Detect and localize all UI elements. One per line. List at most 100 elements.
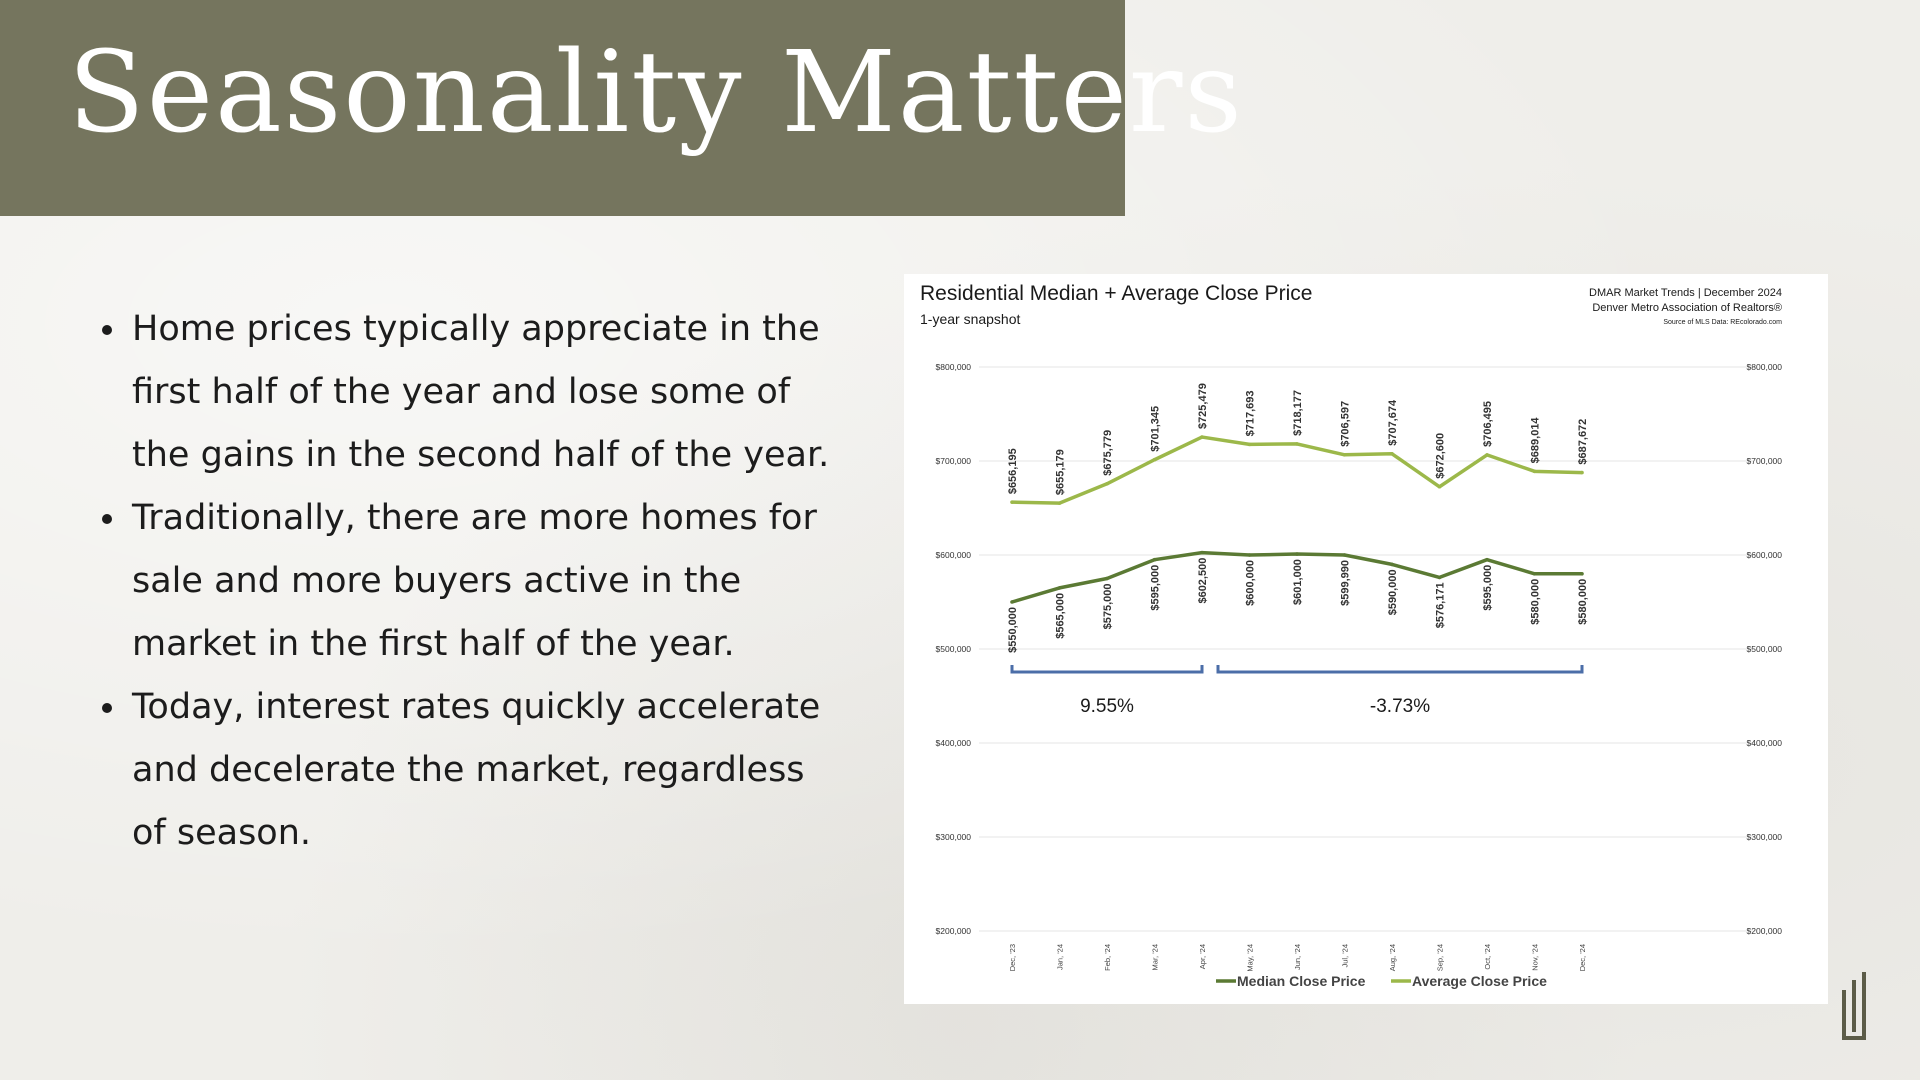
y-tick-label-right: $200,000 bbox=[1747, 926, 1783, 936]
bullet-dot-icon bbox=[102, 703, 112, 713]
data-point bbox=[1057, 501, 1062, 505]
data-label: $689,014 bbox=[1530, 417, 1542, 464]
annotation-label: -3.73% bbox=[1370, 696, 1430, 717]
data-point bbox=[1390, 562, 1394, 567]
x-tick-label: Apr, '24 bbox=[1198, 944, 1207, 969]
x-tick-label: Feb, '24 bbox=[1103, 944, 1112, 971]
x-tick-label: Nov, '24 bbox=[1531, 944, 1540, 971]
bullet-dot-icon bbox=[102, 514, 112, 524]
data-point bbox=[1105, 481, 1109, 486]
series-layer bbox=[1010, 435, 1584, 604]
data-label: $687,672 bbox=[1577, 419, 1589, 465]
data-label: $706,495 bbox=[1482, 401, 1494, 447]
chart-subtitle: 1-year snapshot bbox=[920, 311, 1021, 327]
data-label: $580,000 bbox=[1530, 579, 1542, 625]
bullet-dot-icon bbox=[102, 325, 112, 335]
chart-source-line3: Source of MLS Data: REcolorado.com bbox=[1663, 319, 1782, 326]
x-axis: Dec, '23 Jan, '24 Feb, '24 Mar, '24 Apr, '24… bbox=[1008, 944, 1587, 972]
data-label: $675,779 bbox=[1102, 430, 1114, 476]
data-label: $718,177 bbox=[1292, 390, 1304, 436]
brand-logo-icon bbox=[1842, 972, 1866, 1040]
bracket-layer: 9.55% -3.73% bbox=[1010, 665, 1584, 717]
price-chart: Residential Median + Average Close Price… bbox=[920, 282, 1783, 989]
y-tick-label-left: $700,000 bbox=[936, 456, 972, 466]
data-label: $590,000 bbox=[1387, 569, 1399, 615]
annotation-label: 9.55% bbox=[1080, 696, 1134, 717]
data-point bbox=[1247, 553, 1252, 557]
bullet-text: Traditionally, there are more homes for … bbox=[132, 498, 817, 664]
y-tick-label-left: $400,000 bbox=[936, 738, 972, 748]
legend: Median Close Price Average Close Price bbox=[1216, 973, 1547, 989]
bullet-list: Home prices typically appreciate in the … bbox=[98, 298, 838, 865]
y-tick-label-left: $600,000 bbox=[936, 550, 972, 560]
y-tick-label-left: $200,000 bbox=[936, 926, 972, 936]
bullet-item: Today, interest rates quickly accelerate… bbox=[98, 676, 838, 865]
data-label: $600,000 bbox=[1245, 560, 1257, 606]
x-tick-label: Oct, '24 bbox=[1483, 944, 1492, 970]
y-tick-label-right: $400,000 bbox=[1747, 738, 1783, 748]
data-point bbox=[1105, 576, 1109, 581]
data-point bbox=[1200, 435, 1204, 439]
data-point bbox=[1532, 572, 1537, 576]
data-point bbox=[1580, 470, 1584, 475]
x-tick-label: Jun, '24 bbox=[1293, 944, 1302, 970]
slide-title: Seasonality Matters bbox=[68, 28, 1244, 158]
chart-card: Residential Median + Average Close Price… bbox=[904, 274, 1828, 1004]
bullet-text: Home prices typically appreciate in the … bbox=[132, 309, 830, 475]
x-tick-label: Sep, '24 bbox=[1436, 944, 1445, 971]
data-label: $595,000 bbox=[1482, 565, 1494, 611]
data-point bbox=[1295, 442, 1299, 446]
data-point bbox=[1057, 586, 1062, 590]
grid-layer: $800,000 $800,000 $700,000 $700,000 $600,000… bbox=[936, 362, 1783, 936]
chart-source-line2: Denver Metro Association of Realtors® bbox=[1592, 302, 1782, 314]
x-tick-label: Dec, '23 bbox=[1008, 944, 1017, 971]
data-point bbox=[1485, 453, 1489, 457]
x-tick-label: May, '24 bbox=[1246, 944, 1255, 972]
data-point bbox=[1152, 557, 1157, 562]
y-tick-label-right: $600,000 bbox=[1747, 550, 1783, 560]
data-point bbox=[1437, 484, 1442, 489]
data-label: $717,693 bbox=[1245, 390, 1257, 436]
legend-label: Median Close Price bbox=[1237, 973, 1366, 989]
y-tick-label-left: $300,000 bbox=[936, 832, 972, 842]
annotation-bracket bbox=[1216, 665, 1584, 674]
data-label: $656,195 bbox=[1007, 448, 1019, 494]
y-tick-label-right: $700,000 bbox=[1747, 456, 1783, 466]
x-tick-label: Dec, '24 bbox=[1578, 944, 1587, 971]
data-label: $655,179 bbox=[1055, 449, 1067, 495]
data-point bbox=[1532, 469, 1537, 474]
data-label: $565,000 bbox=[1055, 593, 1067, 639]
data-point bbox=[1390, 451, 1394, 456]
data-label: $701,345 bbox=[1150, 406, 1162, 452]
data-label: $550,000 bbox=[1007, 607, 1019, 653]
chart-title: Residential Median + Average Close Price bbox=[920, 282, 1312, 305]
y-tick-label-right: $800,000 bbox=[1747, 362, 1783, 372]
y-tick-label-right: $500,000 bbox=[1747, 644, 1783, 654]
data-point bbox=[1010, 600, 1014, 604]
data-point bbox=[1010, 500, 1014, 504]
data-point bbox=[1342, 553, 1347, 557]
y-tick-label-right: $300,000 bbox=[1747, 832, 1783, 842]
x-tick-label: Aug, '24 bbox=[1388, 944, 1397, 971]
x-tick-label: Mar, '24 bbox=[1151, 944, 1160, 970]
data-label: $599,990 bbox=[1340, 560, 1352, 606]
data-point bbox=[1580, 572, 1584, 576]
bullet-item: Home prices typically appreciate in the … bbox=[98, 298, 838, 487]
data-label: $601,000 bbox=[1292, 559, 1304, 605]
data-label: $602,500 bbox=[1197, 558, 1209, 604]
data-label: $595,000 bbox=[1150, 565, 1162, 611]
data-label: $706,597 bbox=[1340, 401, 1352, 447]
data-point bbox=[1295, 552, 1299, 556]
bullet-text: Today, interest rates quickly accelerate… bbox=[132, 687, 821, 853]
data-label: $672,600 bbox=[1435, 433, 1447, 479]
data-point bbox=[1342, 452, 1347, 457]
x-tick-label: Jan, '24 bbox=[1056, 944, 1065, 970]
average-close-price-line bbox=[1011, 435, 1583, 505]
bullet-item: Traditionally, there are more homes for … bbox=[98, 487, 838, 676]
title-band: Seasonality Matters bbox=[0, 0, 1242, 216]
data-point bbox=[1485, 557, 1489, 562]
label-layer: $550,000 $565,000 $575,000 $595,000 $602,500… bbox=[1007, 383, 1589, 653]
data-label: $725,479 bbox=[1197, 383, 1209, 429]
data-label: $707,674 bbox=[1387, 399, 1399, 446]
data-point bbox=[1247, 442, 1252, 447]
